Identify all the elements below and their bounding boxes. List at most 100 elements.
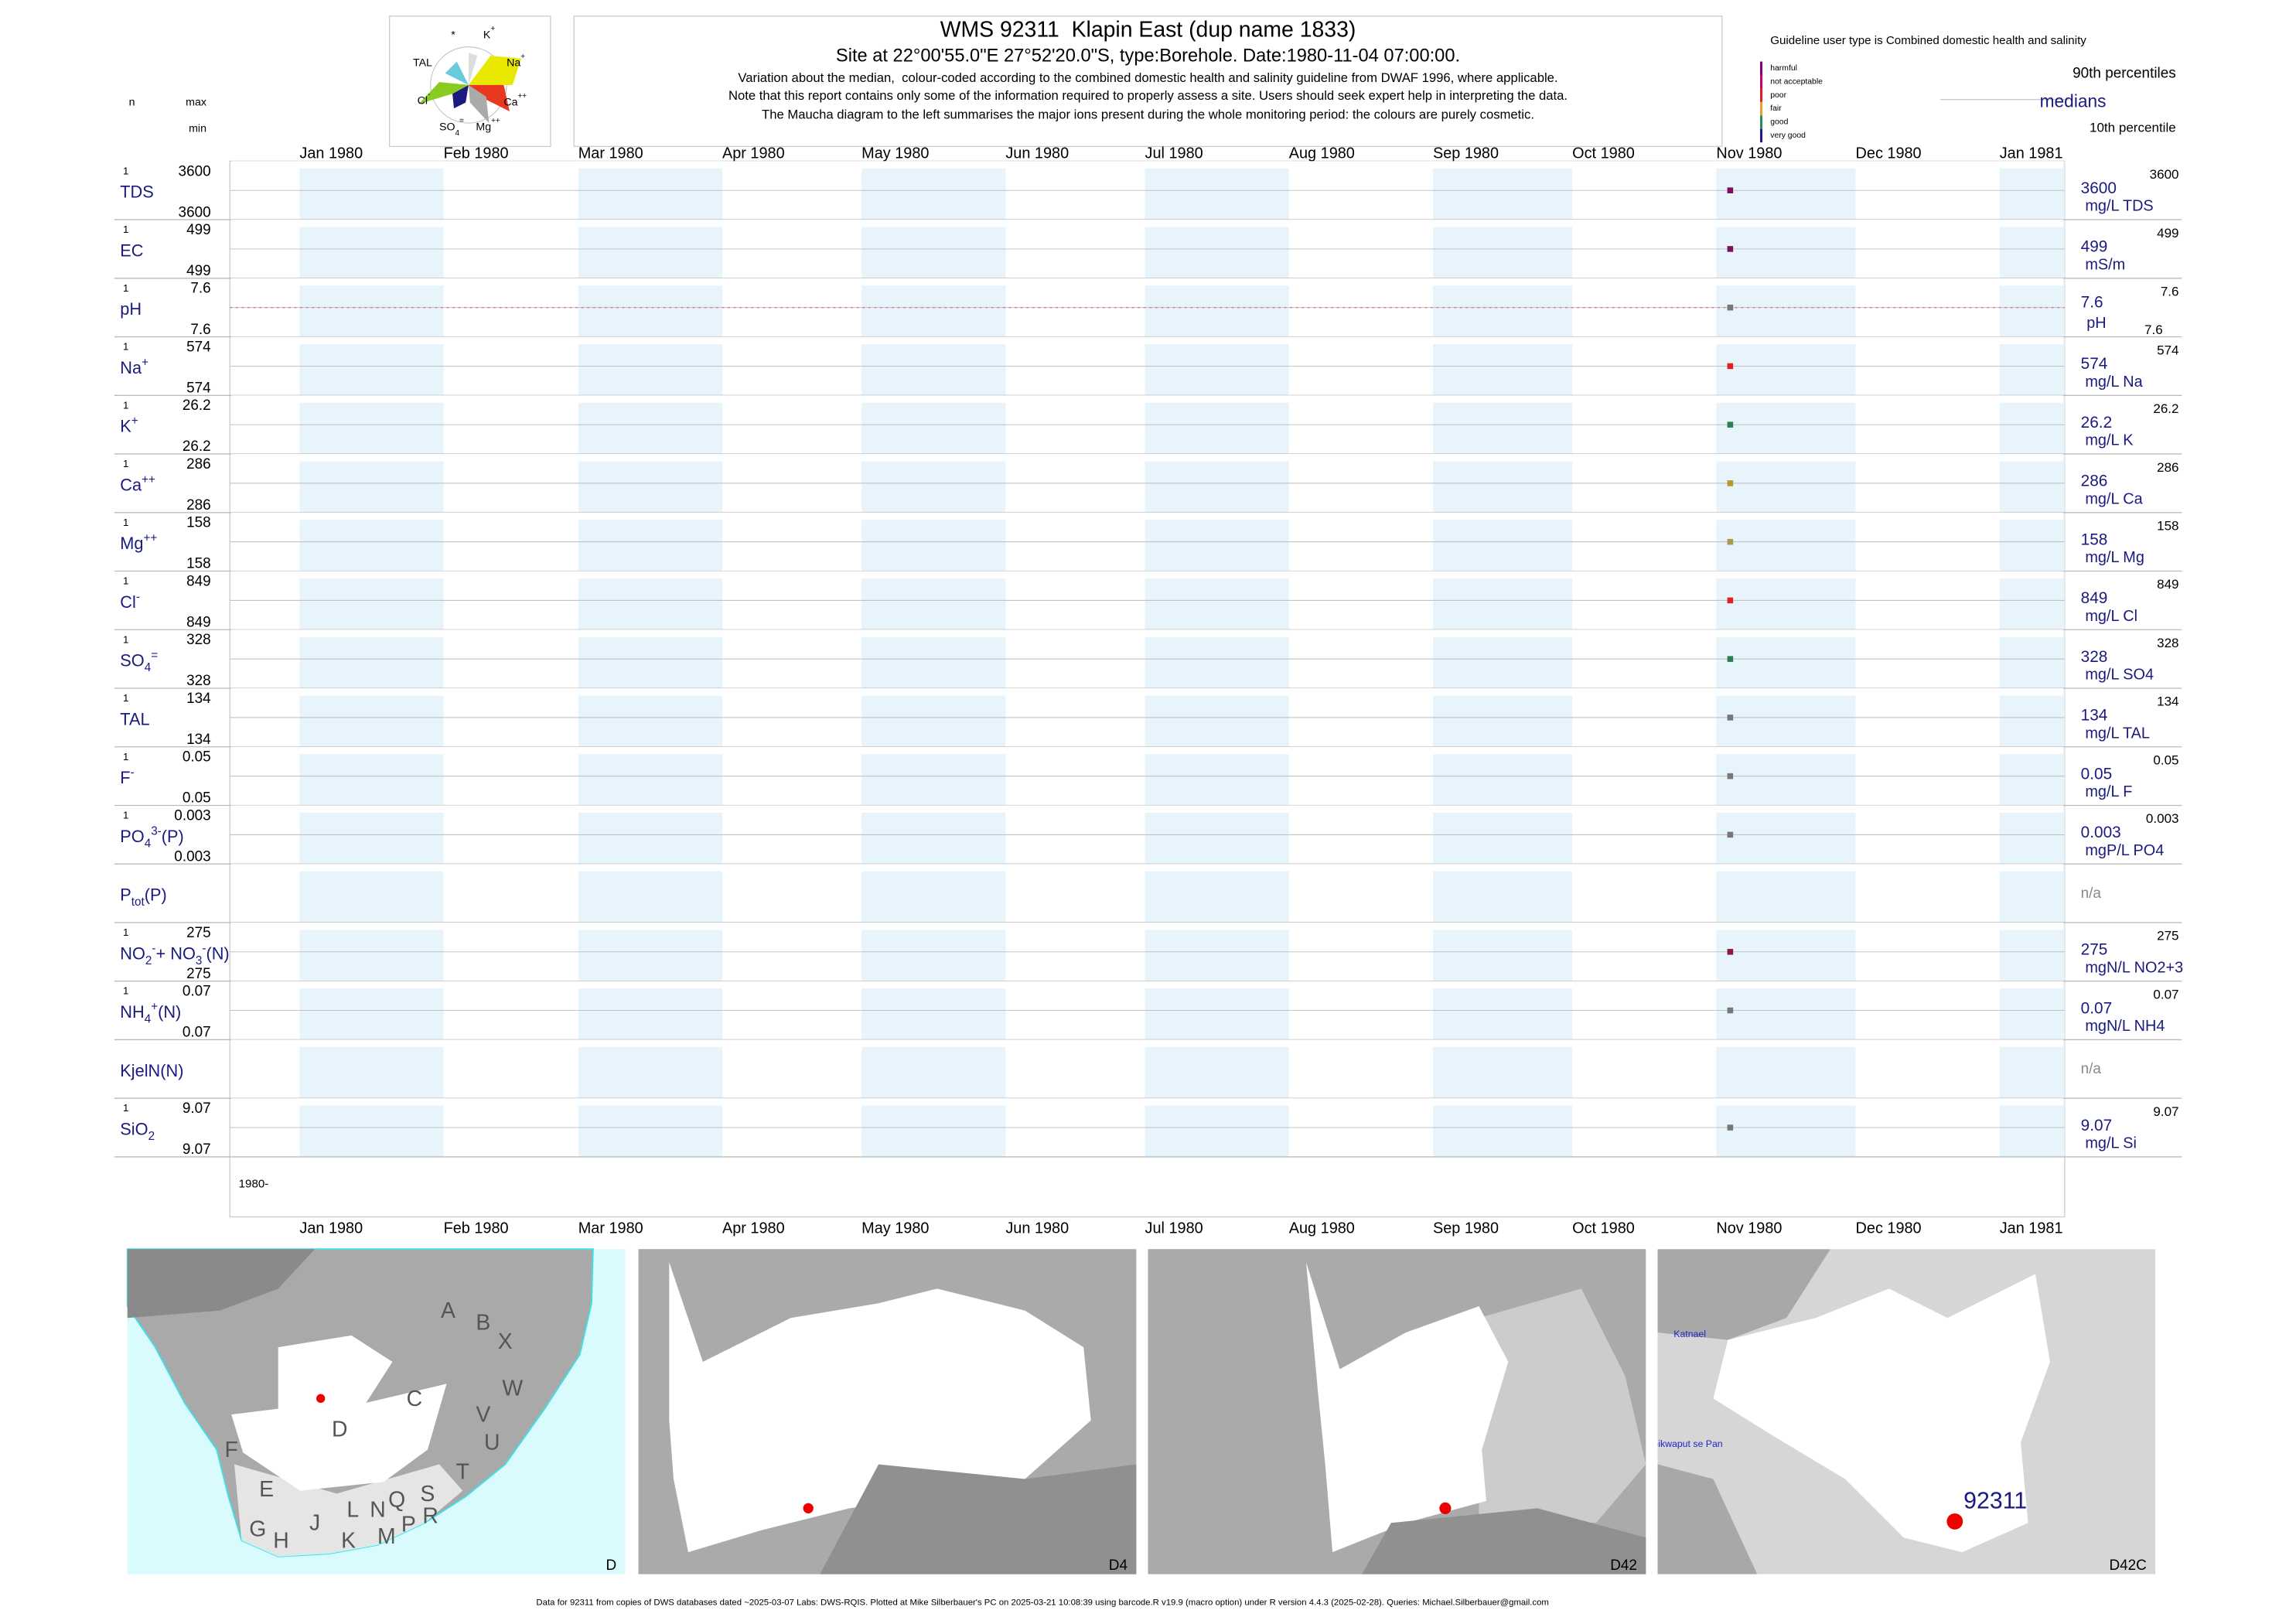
label-part: - xyxy=(131,766,135,780)
unit: mS/m xyxy=(2085,256,2125,273)
label-part: Na xyxy=(120,358,142,377)
row-gap xyxy=(231,336,2063,345)
region-letter: J xyxy=(309,1511,320,1536)
median-marker xyxy=(1727,1124,1734,1131)
unit: mg/L Ca xyxy=(2085,490,2143,507)
label-part: + xyxy=(131,415,138,428)
map-land-dark xyxy=(1361,1508,1646,1575)
month-label: Dec 1980 xyxy=(1856,145,1922,162)
median-value: 574 xyxy=(2081,355,2108,373)
label-part: P xyxy=(120,885,131,905)
median-value: 328 xyxy=(2081,648,2108,666)
label-part: (N) xyxy=(158,1002,181,1022)
map-land-dark xyxy=(1657,1464,1758,1575)
region-letter: W xyxy=(502,1377,523,1401)
median-value: 134 xyxy=(2081,707,2108,725)
month-label: Jan 1980 xyxy=(299,145,363,162)
map-label: D42C xyxy=(2109,1557,2146,1574)
map-panel xyxy=(1657,1249,2156,1575)
note: Note that this report contains only some… xyxy=(728,88,1568,103)
label: pH xyxy=(120,299,142,319)
label: Ca++ xyxy=(120,473,155,494)
label-part: - xyxy=(152,942,155,955)
n-count: 1 xyxy=(123,399,128,411)
label-part: 4 xyxy=(145,661,152,674)
label-part: EC xyxy=(120,241,143,260)
n-count: 1 xyxy=(123,517,128,528)
label-part: - xyxy=(202,942,206,955)
label-part: SO xyxy=(439,121,455,134)
median-marker xyxy=(1727,656,1734,662)
month-label: Sep 1980 xyxy=(1433,1220,1499,1237)
max-value: 7.6 xyxy=(190,281,210,297)
label: PO43-(P) xyxy=(120,824,183,850)
legend-class: good xyxy=(1770,118,1788,127)
row-gap xyxy=(231,512,2063,520)
map-basin xyxy=(1305,1262,1509,1553)
month-label: Oct 1980 xyxy=(1572,145,1635,162)
label: Na+ xyxy=(120,356,148,377)
unit: mg/L SO4 xyxy=(2085,667,2154,684)
max-value: 328 xyxy=(186,632,211,648)
unit: mgN/L NH4 xyxy=(2085,1018,2165,1035)
unit: pH xyxy=(2086,315,2106,332)
column-n: n xyxy=(129,96,135,108)
unit: mg/L TDS xyxy=(2085,198,2153,215)
site-label: 92311 xyxy=(1963,1488,2027,1513)
legend-swatch xyxy=(1759,61,1763,76)
p90-value: 9.07 xyxy=(2153,1104,2178,1119)
label-part: + xyxy=(520,53,525,61)
legend-class: poor xyxy=(1770,91,1786,100)
median-marker xyxy=(1727,831,1734,838)
median-marker xyxy=(1727,773,1734,780)
label-part: Cl xyxy=(120,592,136,612)
label-part: 3- xyxy=(151,824,162,838)
region-letter: P xyxy=(401,1513,416,1537)
map-panel xyxy=(638,1249,1137,1575)
legend-class: not acceptable xyxy=(1770,77,1823,86)
label-part: TAL xyxy=(413,56,432,69)
n-count: 1 xyxy=(123,985,128,997)
n-count: 1 xyxy=(123,341,128,353)
n-count: 1 xyxy=(123,751,128,763)
legend-swatch xyxy=(1759,75,1763,89)
label-part: + NO xyxy=(155,943,195,963)
label-part: 2 xyxy=(145,954,152,967)
month-label: May 1980 xyxy=(861,1220,929,1237)
month-label: Jul 1980 xyxy=(1145,1220,1203,1237)
p90-value: 158 xyxy=(2157,519,2178,534)
label-part: 4 xyxy=(145,837,152,850)
n-count: 1 xyxy=(123,575,128,587)
legend-class: harmful xyxy=(1770,64,1797,73)
label-part: (N) xyxy=(206,943,229,963)
month-label: Sep 1980 xyxy=(1433,145,1499,162)
map-land-dark xyxy=(1657,1249,1830,1340)
row-gap xyxy=(231,571,2063,578)
map-basin xyxy=(234,1464,463,1557)
max-value: 849 xyxy=(186,573,211,589)
map-land-light xyxy=(1479,1288,1646,1523)
min-value: 574 xyxy=(186,380,211,397)
site-marker xyxy=(803,1503,814,1513)
label-part: Ca xyxy=(120,475,142,494)
label-part: K xyxy=(483,29,491,41)
legend-median: medians xyxy=(2040,90,2107,111)
p90-value: 286 xyxy=(2157,460,2178,475)
month-label: Nov 1980 xyxy=(1716,1220,1782,1237)
legend-swatch xyxy=(1759,88,1763,102)
median-value: 0.05 xyxy=(2081,765,2113,783)
min-value: 3600 xyxy=(179,204,211,220)
label: TDS xyxy=(120,183,154,202)
maucha-diagram xyxy=(418,46,522,124)
label-part: ++ xyxy=(144,532,158,545)
month-label: Mar 1980 xyxy=(578,145,643,162)
region-letter: G xyxy=(249,1517,266,1541)
median-marker xyxy=(1727,1007,1734,1014)
min-value: 286 xyxy=(186,497,211,513)
median-marker xyxy=(1727,363,1734,370)
median-value: 275 xyxy=(2081,941,2108,959)
maucha-wedge xyxy=(468,84,510,111)
p90-value: 849 xyxy=(2157,577,2178,592)
min-value: 328 xyxy=(186,673,211,689)
month-label: Jan 1980 xyxy=(299,1220,363,1237)
